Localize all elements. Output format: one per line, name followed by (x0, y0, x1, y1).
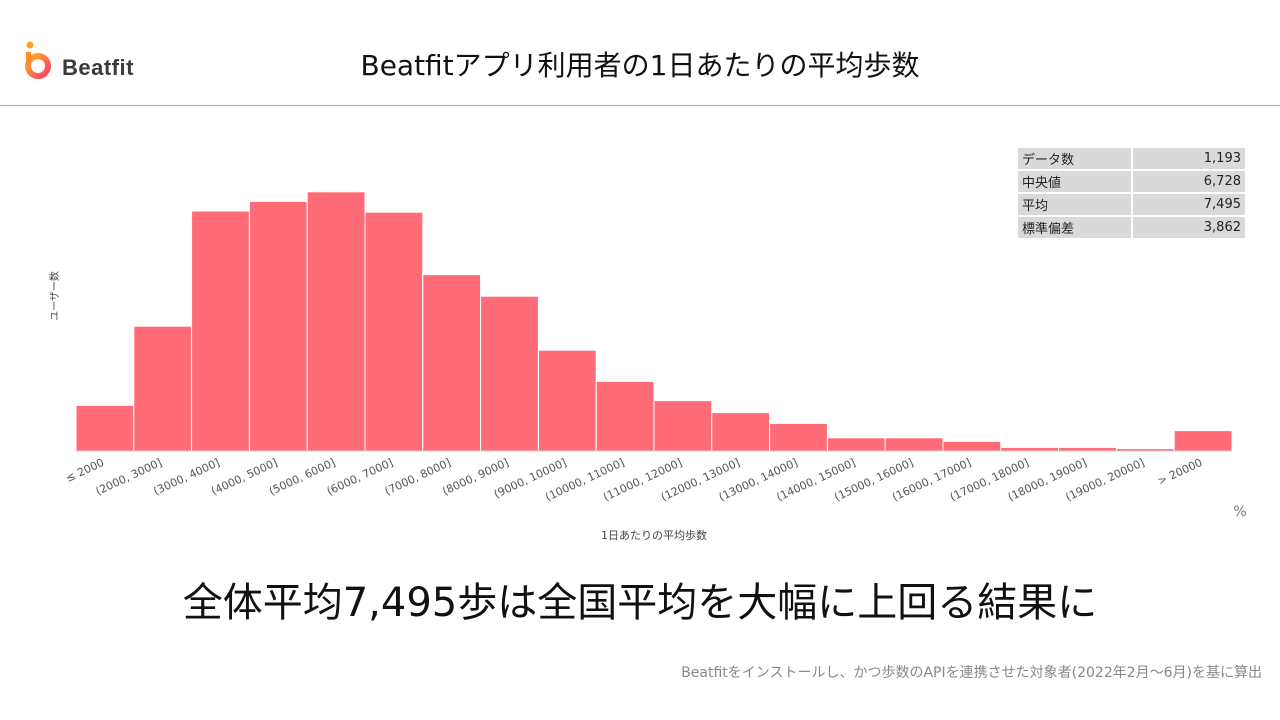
histogram-bar (884, 437, 944, 452)
stats-label: データ数 (1018, 148, 1133, 169)
histogram-bar (537, 349, 597, 452)
x-axis-label: 1日あたりの平均歩数 (601, 528, 707, 542)
histogram-bar (826, 437, 886, 452)
beatfit-logo-icon (25, 41, 51, 79)
stats-label: 中央値 (1018, 171, 1133, 192)
footnote: Beatfitをインストールし、かつ歩数のAPIを連携させた対象者(2022年2… (681, 665, 1262, 681)
unit-label: % (1233, 504, 1246, 520)
histogram-chart: ≤ 2000(2000, 3000](3000, 4000](4000, 500… (48, 191, 1247, 542)
stats-label: 標準偏差 (1018, 217, 1133, 238)
histogram-bar (191, 210, 250, 452)
histogram-bar (75, 404, 135, 452)
histogram-bar (480, 295, 539, 452)
stats-value: 6,728 (1133, 171, 1245, 192)
header-divider (0, 105, 1280, 106)
histogram-bar (306, 191, 366, 452)
stats-value: 7,495 (1133, 194, 1245, 215)
page-title: Beatfitアプリ利用者の1日あたりの平均歩数 (360, 49, 920, 82)
x-tick-label: ≤ 2000 (64, 456, 106, 485)
histogram-bar (1173, 430, 1233, 452)
histogram-bar (1058, 446, 1117, 452)
stats-value: 3,862 (1133, 217, 1245, 238)
y-axis-label: ユーザー数 (48, 271, 61, 321)
histogram-bar (769, 422, 828, 452)
stats-row: 標準偏差 3,862 (1018, 217, 1245, 238)
stats-label: 平均 (1018, 194, 1133, 215)
stats-row: 平均 7,495 (1018, 194, 1245, 215)
histogram-bar (422, 274, 482, 452)
histogram-bar (711, 412, 771, 452)
histogram-bar (364, 211, 424, 452)
histogram-bar (595, 380, 655, 452)
stats-value: 1,193 (1133, 148, 1245, 169)
stats-row: 中央値 6,728 (1018, 171, 1245, 192)
brand-logo: Beatfit (24, 40, 164, 90)
histogram-bar (653, 400, 713, 452)
histogram-bar (1000, 446, 1060, 452)
headline: 全体平均7,495歩は全国平均を大幅に上回る結果に (182, 580, 1098, 626)
brand-name: Beatfit (62, 55, 134, 80)
stats-table: データ数 1,193 中央値 6,728 平均 7,495 標準偏差 3,862 (1018, 146, 1245, 240)
histogram-bar (133, 325, 193, 452)
x-tick-label: > 20000 (1156, 456, 1205, 488)
histogram-bar (942, 440, 1002, 452)
histogram-bar (248, 200, 308, 452)
stats-row: データ数 1,193 (1018, 148, 1245, 169)
